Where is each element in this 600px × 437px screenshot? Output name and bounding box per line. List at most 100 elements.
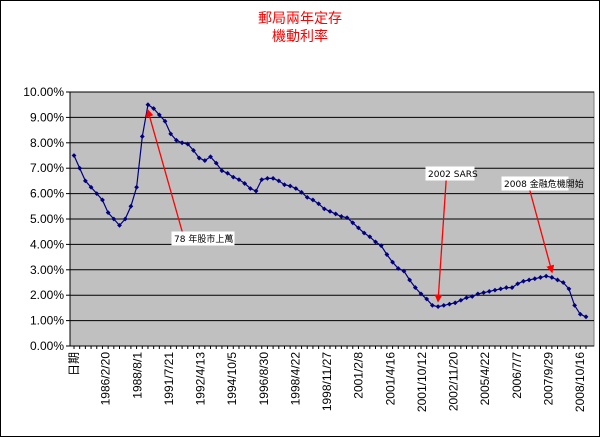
data-point [196,155,202,161]
data-point [117,222,122,228]
data-point [412,285,418,290]
annotation-box [501,176,569,191]
data-point [208,154,213,160]
y-tick-label: 0.00% [30,339,64,353]
y-tick-label: 5.00% [30,212,64,226]
data-point [253,188,259,194]
data-point [532,276,538,282]
data-point [88,184,94,190]
data-point [583,314,589,320]
data-point [555,277,560,283]
data-point [486,288,492,294]
data-point [179,140,185,146]
data-point [458,297,464,303]
data-point [321,206,327,212]
data-point [168,131,174,137]
data-point [430,302,435,308]
data-point [395,266,401,271]
y-tick-label: 2.00% [30,288,64,302]
data-point [560,280,566,285]
data-point [185,141,191,147]
data-point [100,197,105,203]
x-tick-label: 1988/8/1 [130,352,144,399]
data-point [225,170,230,176]
data-point [287,183,293,189]
data-point [475,291,481,297]
data-point [230,174,236,180]
data-point [213,160,219,166]
data-point [265,175,270,181]
y-tick-label: 10.00% [23,85,64,99]
x-tick-label: 1991/7/21 [162,352,176,406]
y-tick-label: 6.00% [30,187,64,201]
annotation-arrow [145,108,187,246]
y-tick-label: 4.00% [30,237,64,251]
data-point [390,259,395,265]
data-point [503,285,509,290]
data-point [145,102,151,108]
data-point [452,300,458,306]
annotation-box [425,166,475,181]
x-tick-label: 2001/10/12 [415,352,429,412]
x-tick-label: 日期 [67,352,81,376]
data-point [441,302,447,308]
data-point [259,177,265,183]
data-point [270,175,276,181]
data-point [435,304,441,310]
data-points [71,102,589,320]
data-point [367,234,373,240]
data-point [338,214,344,219]
data-point [242,181,248,186]
data-point [344,215,350,221]
x-tick-label: 2002/11/20 [447,352,461,411]
data-point [566,286,572,292]
grid-lines [70,91,594,322]
data-point [128,203,134,209]
data-point [94,191,100,196]
data-point [293,186,299,191]
data-point [122,216,128,222]
y-tick-label: 8.00% [30,136,64,150]
data-point [276,178,282,184]
data-point [447,301,452,307]
y-axis: 0.00% 1.00% 2.00% 3.00% 4.00% 5.00% 6.00% 7.00%… [23,85,71,353]
data-point [521,278,526,284]
annotations: 78 年股市上萬 2002 SARS 2008 金融危機開始 [145,108,584,303]
data-point [327,208,333,214]
data-point [424,296,430,302]
data-point [543,273,549,279]
data-point [549,275,555,280]
x-tick-label: 1992/4/13 [194,352,208,406]
annotation-arrow [434,179,447,303]
data-point [492,287,498,293]
x-tick-label: 1986/2/20 [99,352,113,406]
data-point [105,210,111,216]
data-point [191,148,196,153]
data-point [464,295,469,301]
x-axis: 日期 1986/2/20 1988/8/1 1991/7/21 1992/4/13 199… [67,345,594,412]
chart-title: 郵局兩年定存 [258,11,342,27]
data-point [162,118,168,124]
chart-title-block: 郵局兩年定存 機動利率 [0,10,600,46]
data-point [538,275,543,280]
x-tick-label: 2001/4/16 [383,352,397,406]
data-point [151,106,157,111]
data-point [350,220,356,226]
data-point [71,153,77,158]
x-tick-label: 2007/9/29 [541,352,555,406]
x-tick-label: 1994/10/5 [225,352,239,406]
annotation-label: 2008 金融危機開始 [504,178,584,190]
chart-subtitle: 機動利率 [272,29,328,45]
data-point [299,189,304,195]
data-point [316,201,322,207]
data-point [577,311,583,317]
data-point [304,195,310,200]
data-point [515,281,521,287]
y-tick-label: 9.00% [30,110,64,124]
data-point [247,186,253,191]
data-point [361,230,367,236]
data-point [77,165,83,171]
x-tick-label: 2001/2/8 [352,352,366,399]
data-point [378,243,384,249]
